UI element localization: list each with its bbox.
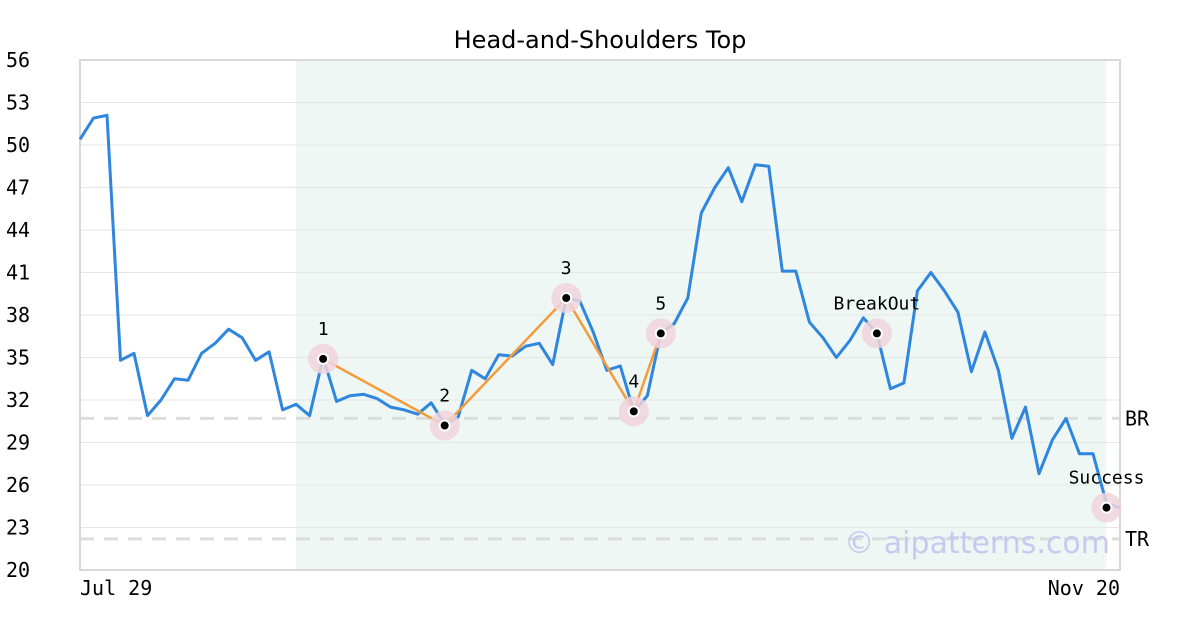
- grid: [80, 59, 1120, 571]
- y-tick-label: 38: [6, 303, 30, 327]
- point-marker: [1100, 501, 1113, 514]
- y-tick-label: 56: [6, 48, 30, 72]
- point-marker: [654, 327, 667, 340]
- y-tick-label: 20: [6, 558, 30, 582]
- y-tick-label: 50: [6, 133, 30, 157]
- plot-frame: [79, 59, 1121, 571]
- point-marker: [627, 405, 640, 418]
- point-label: 2: [439, 386, 450, 407]
- point-marker: [870, 327, 883, 340]
- point-marker: [560, 292, 573, 304]
- chart-title: Head-and-Shoulders Top: [454, 26, 747, 54]
- x-tick-label: Nov 20: [1048, 576, 1120, 600]
- y-tick-label: 53: [6, 91, 30, 115]
- pattern-points: 1 2 3 4 5 BreakOut Success: [308, 258, 1144, 523]
- y-tick-label: 26: [6, 473, 30, 497]
- y-tick-label: 44: [6, 218, 30, 242]
- y-tick-label: 35: [6, 346, 30, 370]
- y-tick-label: 41: [6, 261, 30, 285]
- y-tick-label: 32: [6, 388, 30, 412]
- watermark: © aipatterns.com: [844, 526, 1110, 561]
- price-series-line: [78, 113, 1121, 510]
- reference-label: TR: [1125, 527, 1150, 551]
- reference-lines: BR TR: [80, 406, 1150, 551]
- point-label: 3: [561, 258, 572, 279]
- point-label: 4: [628, 371, 639, 392]
- point-marker: [317, 352, 330, 365]
- point-label: Success: [1069, 468, 1145, 489]
- y-tick-label: 23: [6, 516, 30, 540]
- x-tick-label: Jul 29: [80, 576, 152, 600]
- y-tick-label: 47: [6, 176, 30, 200]
- point-label: 5: [655, 293, 666, 314]
- point-marker: [438, 419, 451, 432]
- reference-label: BR: [1125, 406, 1150, 430]
- y-tick-label: 29: [6, 431, 30, 455]
- y-axis: 20 23 26 29 32 35 38 41 44 47 50 53 56: [6, 48, 30, 582]
- x-axis: Jul 29 Nov 20: [80, 576, 1120, 600]
- point-label: 1: [318, 319, 329, 340]
- point-label: BreakOut: [834, 293, 921, 314]
